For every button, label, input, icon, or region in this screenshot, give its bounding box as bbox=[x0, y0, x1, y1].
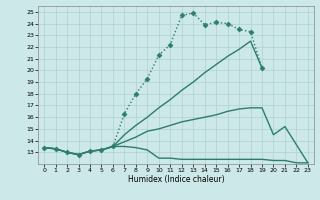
X-axis label: Humidex (Indice chaleur): Humidex (Indice chaleur) bbox=[128, 175, 224, 184]
